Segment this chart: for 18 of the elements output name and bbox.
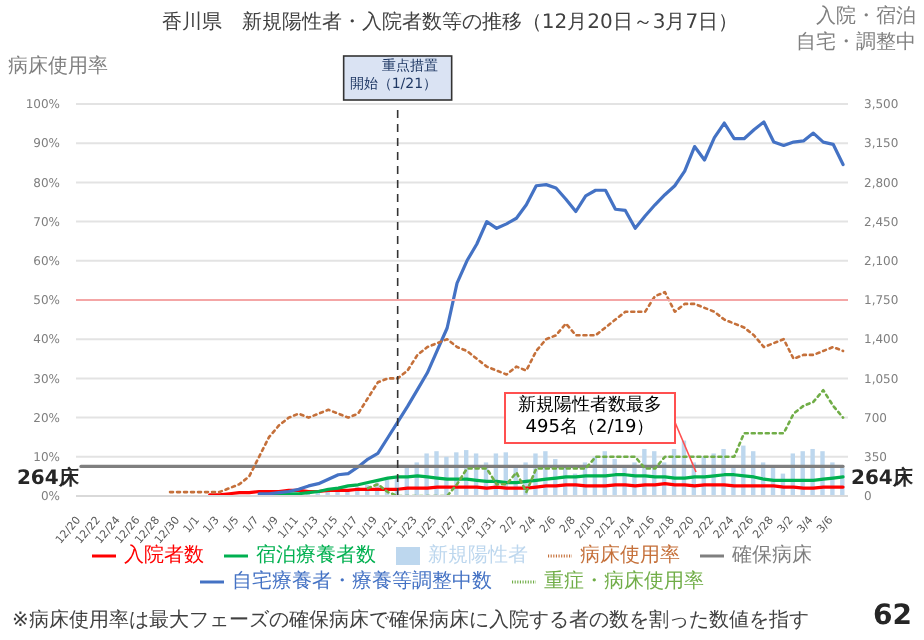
legend-label: 病床使用率 xyxy=(580,545,680,568)
legend-label: 自宅療養者・療養等調整中数 xyxy=(232,570,492,593)
y2-axis-title: 入院・宿泊自宅・調整中 xyxy=(795,4,916,56)
legend-label: 宿泊療養者数 xyxy=(256,545,376,568)
text: ※病床使用率は最大フェーズの確保病床で確保病床に入院する者の数を割った数値を指す xyxy=(12,607,809,634)
line-series xyxy=(257,120,845,496)
y-axis-title: 病床使用率 xyxy=(8,53,108,80)
legend-label: 確保病床 xyxy=(732,545,812,568)
chart-title: 香川県 新規陽性者・入院者数等の推移（12月20日～3月7日） xyxy=(159,9,741,36)
data-label: 264床 xyxy=(16,466,81,491)
legend-label: 入院者数 xyxy=(124,545,204,568)
legend-label: 新規陽性者 xyxy=(428,545,528,568)
data-label: 264床 xyxy=(851,466,915,491)
line-series xyxy=(168,290,845,494)
legend-label: 重症・病床使用率 xyxy=(544,570,704,593)
text: 62 xyxy=(873,600,912,632)
annotation: 新規陽性者数最多495名（2/19） xyxy=(516,396,664,440)
line-series xyxy=(366,388,845,496)
